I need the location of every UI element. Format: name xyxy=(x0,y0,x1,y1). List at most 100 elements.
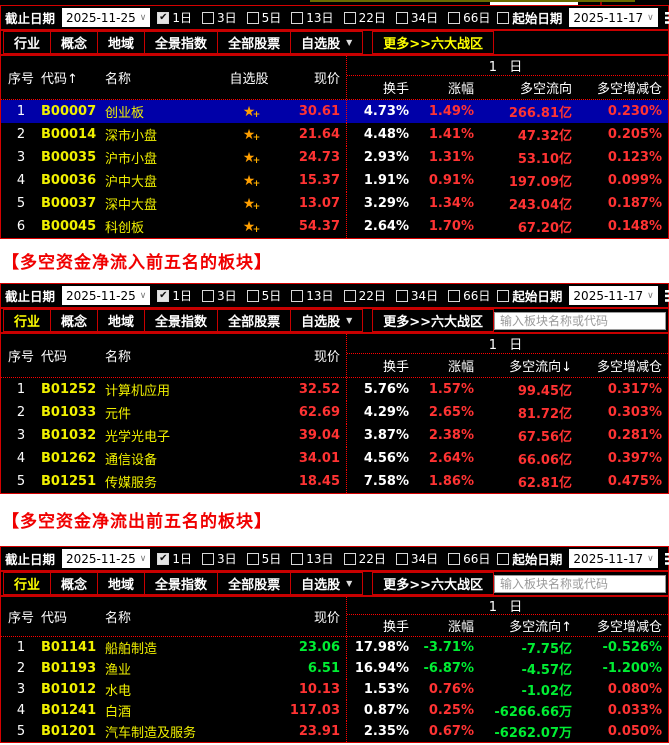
period-checkbox-13日[interactable]: 13日 xyxy=(291,550,334,567)
period-checkbox-1日[interactable]: ✔ 1日 xyxy=(157,287,192,304)
table-row[interactable]: 3 B01032 光学光电子 39.04 3.87% 2.38% 67.56亿 0.281% xyxy=(1,424,668,447)
tab-自选股[interactable]: 自选股 ▼ xyxy=(290,31,364,54)
checkbox-icon[interactable] xyxy=(202,11,214,24)
checkbox-icon[interactable] xyxy=(246,289,259,302)
col-header-turnover[interactable]: 换手 xyxy=(382,82,409,97)
col-header-seq[interactable]: 序号 xyxy=(7,350,34,365)
star-plus-icon[interactable]: ★ + xyxy=(242,195,261,212)
tab-全景指数[interactable]: 全景指数 xyxy=(144,572,219,595)
period-checkbox-66日[interactable]: 66日 xyxy=(448,9,490,26)
end-date-select[interactable]: 2025-11-25 ∨ xyxy=(62,8,151,27)
checkbox-icon[interactable] xyxy=(497,11,510,24)
period-checkbox-5日[interactable]: 5日 xyxy=(246,550,281,567)
table-row[interactable]: 1 B01141 船舶制造 23.06 17.98% -3.71% -7.75亿 -0.526… xyxy=(1,637,668,658)
table-row[interactable]: 3 B01012 水电 10.13 1.53% 0.76% -1.02亿 0.080% xyxy=(1,679,668,700)
start-date-checkbox[interactable]: 起始日期 xyxy=(497,549,562,568)
list-icon[interactable] xyxy=(664,552,669,565)
period-checkbox-5日[interactable]: 5日 xyxy=(246,287,281,304)
checkbox-icon[interactable] xyxy=(395,11,408,24)
col-header-code[interactable]: 代码 xyxy=(41,350,68,365)
tab-地域[interactable]: 地域 xyxy=(97,31,146,54)
search-input[interactable] xyxy=(494,311,667,330)
checkbox-icon[interactable] xyxy=(395,552,408,565)
period-checkbox-3日[interactable]: 3日 xyxy=(202,9,237,26)
search-input[interactable] xyxy=(494,574,667,593)
checkbox-icon[interactable] xyxy=(246,11,259,24)
tab-全景指数[interactable]: 全景指数 xyxy=(144,31,219,54)
table-row[interactable]: 4 B01241 白酒 117.03 0.87% 0.25% -6266.66万 0.033% xyxy=(1,700,668,721)
period-checkbox-22日[interactable]: 22日 xyxy=(343,550,386,567)
checkbox-icon[interactable]: ✔ xyxy=(157,11,170,24)
col-header-price[interactable]: 现价 xyxy=(313,611,340,626)
col-header-turnover[interactable]: 换手 xyxy=(382,360,409,375)
period-checkbox-3日[interactable]: 3日 xyxy=(202,550,237,567)
list-icon[interactable] xyxy=(664,11,669,24)
checkbox-icon[interactable] xyxy=(202,289,214,302)
period-checkbox-1日[interactable]: ✔ 1日 xyxy=(157,550,192,567)
table-row[interactable]: 5 B01201 汽车制造及服务 23.91 2.35% 0.67% -6262.07万 0.… xyxy=(1,721,668,742)
end-date-select[interactable]: 2025-11-25 ∨ xyxy=(62,549,151,568)
star-plus-icon[interactable]: ★ + xyxy=(242,172,261,189)
period-checkbox-34日[interactable]: 34日 xyxy=(395,9,438,26)
table-row[interactable]: 4 B01262 通信设备 34.01 4.56% 2.64% 66.06亿 0.397% xyxy=(1,447,668,470)
col-header-name[interactable]: 名称 xyxy=(105,350,132,365)
checkbox-icon[interactable] xyxy=(291,552,304,565)
tab-自选股[interactable]: 自选股 ▼ xyxy=(290,572,364,595)
tab-更多>>六大战区[interactable]: 更多>>六大战区 xyxy=(372,572,495,595)
period-checkbox-66日[interactable]: 66日 xyxy=(448,550,490,567)
period-checkbox-1日[interactable]: ✔ 1日 xyxy=(157,9,192,26)
col-header-flow[interactable]: 多空流向 xyxy=(519,82,572,97)
tab-概念[interactable]: 概念 xyxy=(50,309,99,332)
tab-行业[interactable]: 行业 xyxy=(3,309,52,332)
period-checkbox-22日[interactable]: 22日 xyxy=(343,9,386,26)
tab-更多>>六大战区[interactable]: 更多>>六大战区 xyxy=(372,31,495,54)
period-checkbox-34日[interactable]: 34日 xyxy=(395,550,438,567)
checkbox-icon[interactable] xyxy=(343,289,356,302)
checkbox-icon[interactable] xyxy=(291,289,304,302)
star-plus-icon[interactable]: ★ + xyxy=(242,126,261,143)
star-plus-icon[interactable]: ★ + xyxy=(242,149,261,166)
period-checkbox-5日[interactable]: 5日 xyxy=(246,9,281,26)
table-row[interactable]: 2 B01193 渔业 6.51 16.94% -6.87% -4.57亿 -1.200% xyxy=(1,658,668,679)
col-header-change[interactable]: 涨幅 xyxy=(447,360,474,375)
checkbox-icon[interactable] xyxy=(202,552,214,565)
table-row[interactable]: 5 B01251 传媒服务 18.45 7.58% 1.86% 62.81亿 0.475% xyxy=(1,470,668,493)
checkbox-icon[interactable] xyxy=(343,11,356,24)
col-header-watchlist[interactable]: 自选股 xyxy=(229,72,269,87)
star-plus-icon[interactable]: ★ + xyxy=(242,103,261,120)
checkbox-icon[interactable] xyxy=(395,289,408,302)
col-header-name[interactable]: 名称 xyxy=(105,611,132,626)
col-header-seq[interactable]: 序号 xyxy=(7,611,34,626)
tab-自选股[interactable]: 自选股 ▼ xyxy=(290,309,364,332)
tab-全部股票[interactable]: 全部股票 xyxy=(217,309,292,332)
period-checkbox-13日[interactable]: 13日 xyxy=(291,287,334,304)
col-header-code[interactable]: 代码 xyxy=(41,611,68,626)
start-date-select[interactable]: 2025-11-17 ∨ xyxy=(569,8,658,27)
tab-概念[interactable]: 概念 xyxy=(50,572,99,595)
table-row[interactable]: 3 B00035 沪市小盘 ★ + 24.73 2.93% 1.31% 53.10亿 0.123% xyxy=(1,146,668,169)
tab-地域[interactable]: 地域 xyxy=(97,572,146,595)
col-header-change[interactable]: 涨幅 xyxy=(447,620,474,635)
start-date-checkbox[interactable]: 起始日期 xyxy=(497,286,562,305)
tab-全景指数[interactable]: 全景指数 xyxy=(144,309,219,332)
tab-更多>>六大战区[interactable]: 更多>>六大战区 xyxy=(372,309,495,332)
start-date-checkbox[interactable]: 起始日期 xyxy=(497,8,562,27)
col-header-flow[interactable]: 多空流向↑ xyxy=(509,620,572,635)
col-header-price[interactable]: 现价 xyxy=(313,72,340,87)
col-header-name[interactable]: 名称 xyxy=(105,72,132,87)
checkbox-icon[interactable]: ✔ xyxy=(157,552,170,565)
period-checkbox-34日[interactable]: 34日 xyxy=(395,287,438,304)
checkbox-icon[interactable]: ✔ xyxy=(157,289,170,302)
table-row[interactable]: 4 B00036 沪中大盘 ★ + 15.37 1.91% 0.91% 197.09亿 0.099… xyxy=(1,169,668,192)
period-checkbox-13日[interactable]: 13日 xyxy=(291,9,334,26)
col-header-flow[interactable]: 多空流向↓ xyxy=(509,360,572,375)
list-icon[interactable] xyxy=(664,289,669,302)
table-row[interactable]: 1 B01252 计算机应用 32.52 5.76% 1.57% 99.45亿 0.317% xyxy=(1,378,668,401)
checkbox-icon[interactable] xyxy=(246,552,259,565)
period-checkbox-22日[interactable]: 22日 xyxy=(343,287,386,304)
col-header-delta[interactable]: 多空增减仓 xyxy=(596,620,662,635)
table-row[interactable]: 1 B00007 创业板 ★ + 30.61 4.73% 1.49% 266.81亿 0.230% xyxy=(1,100,668,123)
tab-全部股票[interactable]: 全部股票 xyxy=(217,572,292,595)
start-date-select[interactable]: 2025-11-17 ∨ xyxy=(569,549,658,568)
col-header-change[interactable]: 涨幅 xyxy=(447,82,474,97)
